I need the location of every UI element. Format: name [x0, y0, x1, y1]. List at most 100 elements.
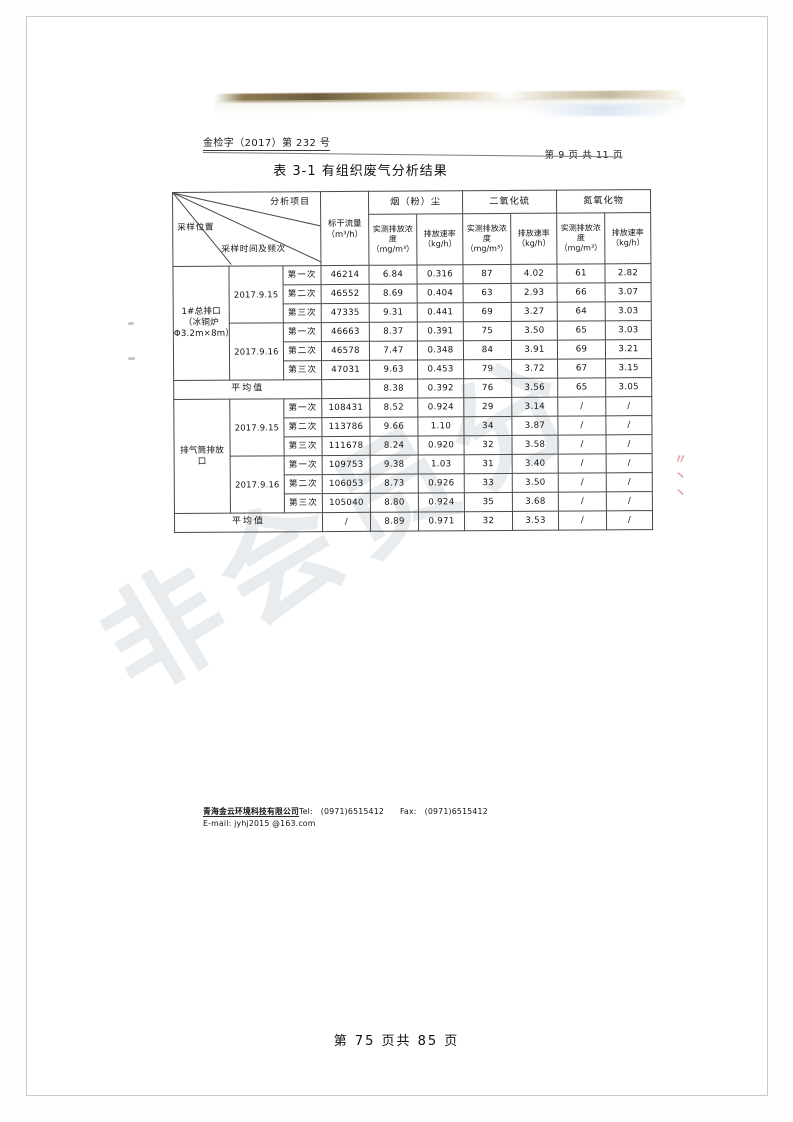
cell-dust-conc: 9.66: [369, 417, 419, 437]
cell-nox-rate: /: [606, 434, 653, 454]
sampling-frequency-cell: 第一次: [283, 398, 322, 418]
cell-so2-rate: 3.72: [511, 359, 558, 379]
cell-flow: 111678: [322, 436, 371, 456]
cell-nox-conc: /: [557, 396, 606, 417]
average-cell-flow: /: [322, 512, 371, 532]
cell-dust-conc: 7.47: [369, 341, 418, 361]
cell-so2-rate: 3.14: [511, 397, 558, 417]
header-nox-rate-label: 排放速率: [611, 228, 644, 238]
header-group-so2: 二氧化硫: [462, 190, 557, 214]
cell-flow: 46578: [321, 341, 370, 361]
cell-nox-conc: 65: [557, 320, 606, 341]
sampling-frequency-cell: 第三次: [283, 360, 322, 380]
header-nox-conc-label: 实测排放浓度: [560, 223, 601, 243]
cell-nox-rate: 3.03: [605, 301, 652, 321]
cell-dust-conc: 9.63: [369, 360, 418, 380]
scan-smudge-left-1: [128, 322, 134, 325]
cell-so2-conc: 79: [463, 359, 512, 379]
table-average-row: 平均值/8.89 0.971 32 3.53//: [174, 510, 653, 533]
header-dust-conc: 实测排放浓度 （mg/m³）: [368, 214, 417, 266]
average-cell-dust-conc: 8.38: [369, 379, 418, 399]
average-cell-dust-rate: 0.971: [418, 511, 465, 531]
document-page-label: 第 9 页 共 11 页: [544, 150, 623, 161]
cell-nox-rate: /: [606, 491, 653, 511]
cell-dust-conc: 8.24: [370, 436, 419, 456]
sampling-location-line: 排气筒排放: [180, 445, 225, 456]
average-label-cell: 平均值: [174, 512, 323, 533]
cell-so2-rate: 3.50: [511, 321, 558, 341]
cell-flow: 109753: [322, 455, 371, 475]
header-so2-conc-label: 实测排放浓度: [466, 223, 507, 244]
table-body: 1#总排口 （冰铜炉 Φ3.2m×8m） 2017.9.15 第一次 46214 6.84 0…: [172, 263, 653, 533]
cell-flow: 47335: [321, 303, 370, 323]
header-dust-conc-unit: （mg/m³）: [371, 244, 415, 254]
cell-flow: 46214: [320, 265, 370, 285]
sampling-location-line: Φ3.2m×8m）: [173, 328, 235, 339]
cell-nox-conc: /: [557, 415, 607, 436]
sampling-location-cell: 1#总排口 （冰铜炉 Φ3.2m×8m）: [172, 266, 234, 381]
cell-dust-conc: 8.69: [369, 284, 418, 304]
cell-dust-rate: 0.441: [417, 302, 464, 323]
average-cell-nox-rate: 3.05: [605, 377, 652, 397]
cell-so2-rate: 2.93: [511, 283, 558, 303]
corner-analysis-project: 分析项目: [270, 197, 311, 208]
header-dust-conc-label: 实测排放浓度: [372, 224, 413, 244]
sampling-date-cell: 2017.9.16: [230, 455, 285, 514]
cell-dust-conc: 9.38: [370, 455, 419, 475]
cell-so2-rate: 3.58: [512, 435, 559, 455]
cell-dust-rate: 0.348: [417, 340, 464, 361]
document-header: 金检字（2017）第 232 号 第 9 页 共 11 页: [203, 134, 623, 162]
cell-dust-rate: 1.10: [417, 416, 465, 437]
cell-flow: 46663: [321, 322, 370, 342]
cell-nox-conc: /: [558, 472, 607, 493]
header-group-dust-label: 烟（粉）尘: [390, 196, 442, 208]
cell-so2-rate: 4.02: [510, 264, 558, 284]
average-cell-so2-conc: 76: [463, 378, 512, 398]
cell-nox-conc: 66: [557, 282, 606, 303]
cell-flow: 113786: [321, 417, 371, 437]
cell-nox-conc: 61: [556, 263, 606, 284]
average-cell-dust-rate: 0.392: [417, 378, 464, 399]
page-sheet-border: [26, 16, 768, 1096]
corner-diagonal-cell: 分析项目 采样时间及频次 采样位置: [172, 191, 321, 267]
page-footer: 青海金云环境科技有限公司Tel: (0971)6515412 Fax: (097…: [203, 806, 633, 830]
header-dust-rate: 排放速率 （kg/h）: [416, 213, 463, 266]
sampling-frequency-cell: 第二次: [283, 284, 322, 304]
cell-nox-conc: 64: [557, 301, 606, 322]
footer-email: E-mail: jyhj2015 @163.com: [203, 819, 316, 829]
cell-nox-rate: 3.21: [605, 339, 652, 359]
cell-dust-conc: 8.80: [370, 493, 419, 513]
red-stamp-mark: 〃丶丶: [671, 452, 686, 503]
cell-so2-conc: 75: [463, 321, 512, 341]
sampling-location-line: （冰铜炉: [183, 317, 219, 329]
cell-dust-rate: 1.03: [418, 454, 465, 475]
cell-so2-conc: 32: [464, 435, 513, 455]
cell-so2-conc: 35: [464, 492, 513, 512]
cell-so2-conc: 87: [462, 264, 512, 284]
header-dust-rate-label: 排放速率: [423, 229, 456, 239]
sampling-frequency-cell: 第一次: [284, 455, 323, 475]
cell-nox-rate: /: [605, 415, 653, 435]
header-group-nox: 氮氧化物: [556, 189, 651, 214]
header-group-so2-label: 二氧化硫: [489, 196, 530, 208]
table-title-text: 表 3-1 有组织废气分析结果: [273, 164, 448, 179]
scan-artifact-blue-tint: [530, 104, 680, 116]
footer-company: 青海金云环境科技有限公司: [203, 807, 299, 817]
cell-nox-conc: 69: [557, 339, 606, 360]
cell-dust-rate: 0.924: [418, 492, 465, 513]
cell-nox-rate: 2.82: [604, 263, 652, 283]
average-cell-nox-rate: /: [606, 510, 653, 530]
cell-flow: 46552: [321, 284, 370, 304]
average-cell-so2-conc: 32: [464, 511, 513, 531]
header-flow-unit: （m³/h）: [326, 228, 364, 239]
cell-nox-conc: /: [558, 453, 607, 474]
sampling-date-cell: 2017.9.16: [229, 322, 284, 381]
cell-nox-rate: /: [606, 472, 653, 492]
sampling-frequency-cell: 第二次: [283, 341, 322, 361]
average-cell-nox-conc: /: [558, 510, 607, 531]
cell-nox-conc: /: [558, 434, 607, 455]
cell-dust-rate: 0.453: [417, 359, 464, 380]
cell-dust-rate: 0.316: [416, 264, 464, 285]
header-flow-label: 标干流量: [327, 217, 362, 229]
